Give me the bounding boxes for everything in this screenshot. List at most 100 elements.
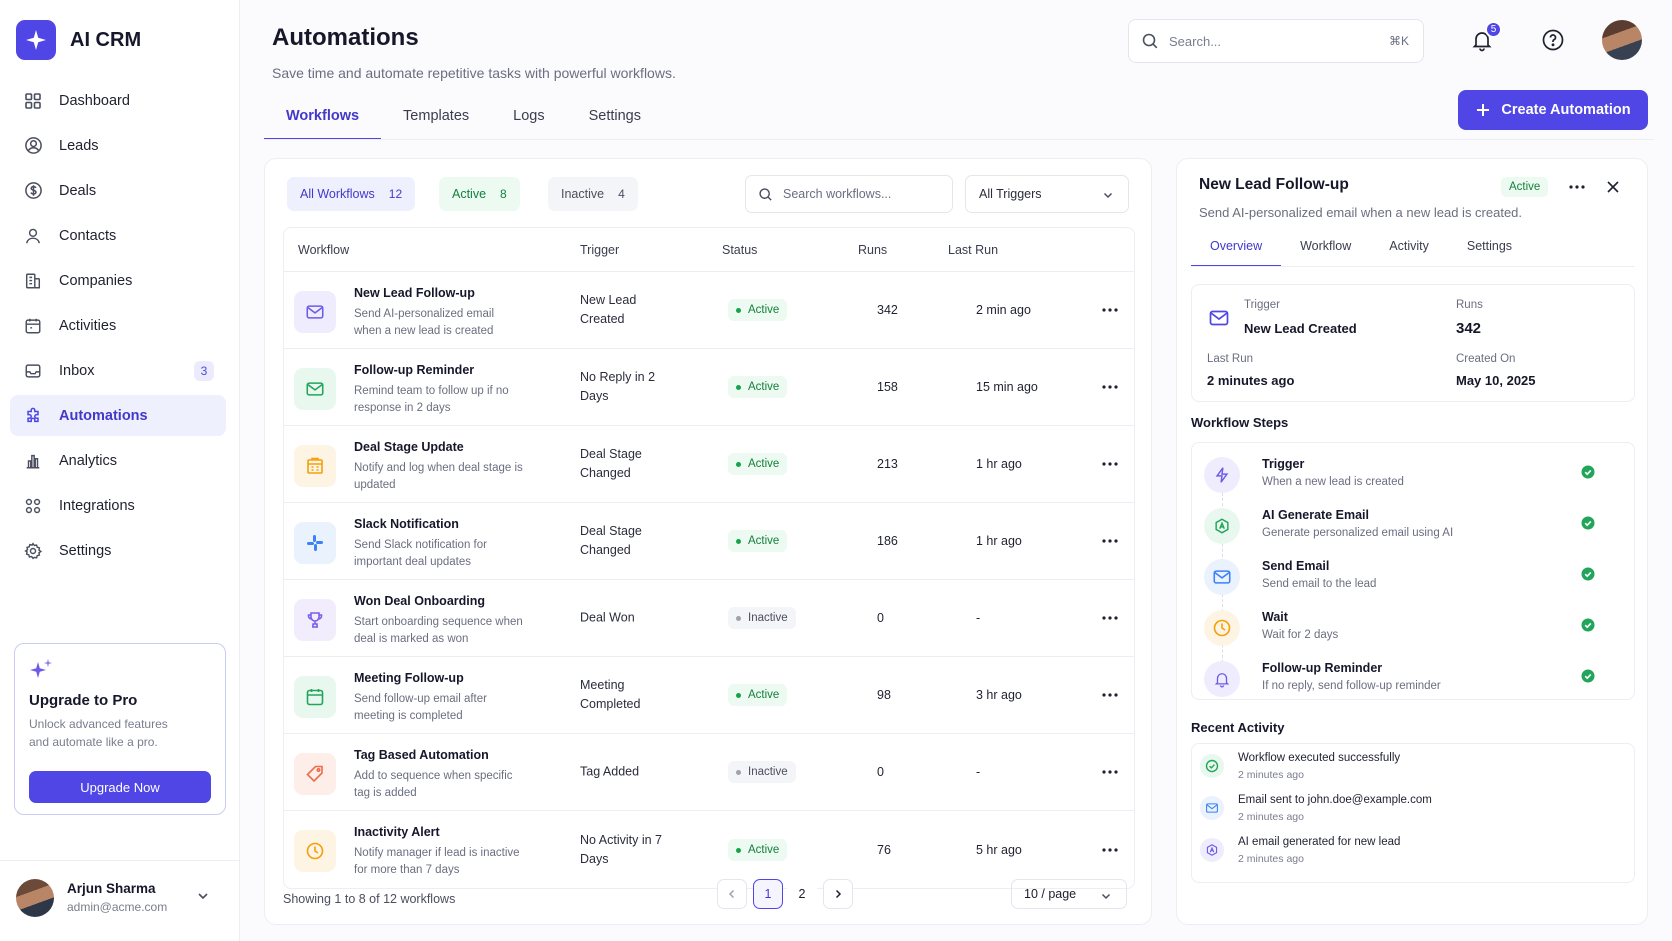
recent-activity-list: Workflow executed successfully 2 minutes … (1191, 743, 1635, 883)
user-name: Arjun Sharma (67, 881, 156, 896)
building-icon (294, 445, 336, 487)
table-row[interactable]: Meeting Follow-up Send follow-up email af… (284, 657, 1134, 734)
sidebar-item-deals[interactable]: Deals (10, 170, 226, 211)
activity-item[interactable]: AI email generated for new lead 2 minutes… (1200, 836, 1620, 876)
more-horizontal-icon[interactable] (1102, 533, 1122, 549)
filter-active[interactable]: Active 8 (439, 177, 520, 211)
page-button[interactable]: 2 (787, 879, 817, 909)
workflow-last-run: 5 hr ago (976, 842, 1022, 857)
sidebar-item-activities[interactable]: Activities (10, 305, 226, 346)
sidebar-nav: Dashboard Leads Deals Contacts Companies… (10, 80, 226, 575)
workflow-name[interactable]: Meeting Follow-up (354, 671, 464, 685)
table-row[interactable]: Follow-up Reminder Remind team to follow … (284, 349, 1134, 426)
tab-overview[interactable]: Overview (1191, 229, 1282, 267)
sidebar-item-label: Activities (59, 317, 117, 334)
tab-templates[interactable]: Templates (403, 108, 470, 124)
more-horizontal-icon[interactable] (1102, 610, 1122, 626)
column-header-status[interactable]: Status (722, 242, 758, 257)
user-profile[interactable]: Arjun Sharma admin@acme.com (0, 860, 240, 941)
workflow-description: Remind team to follow up if no response … (354, 385, 509, 414)
column-header-last-run[interactable]: Last Run (948, 242, 999, 257)
close-icon[interactable] (1605, 179, 1621, 195)
workflow-runs: 213 (877, 457, 898, 471)
tab-workflows[interactable]: Workflows (264, 98, 382, 140)
page-button[interactable]: 1 (753, 879, 783, 909)
more-horizontal-icon[interactable] (1102, 764, 1122, 780)
activity-text: AI email generated for new lead (1238, 836, 1401, 848)
workflow-name[interactable]: Inactivity Alert (354, 825, 440, 839)
sidebar-item-leads[interactable]: Leads (10, 125, 226, 166)
workflow-search-input[interactable]: Search workflows... (745, 175, 953, 213)
sidebar-item-settings[interactable]: Settings (10, 530, 226, 571)
workflow-name[interactable]: Slack Notification (354, 517, 459, 531)
workflow-name[interactable]: Won Deal Onboarding (354, 594, 486, 608)
sidebar-item-integrations[interactable]: Integrations (10, 485, 226, 526)
workflow-step[interactable]: Trigger When a new lead is created (1204, 451, 1624, 499)
app-logo[interactable]: AI CRM (16, 20, 141, 60)
activity-item[interactable]: Email sent to john.doe@example.com 2 minu… (1200, 794, 1620, 834)
previous-page-button[interactable] (717, 879, 747, 909)
workflow-step[interactable]: Follow-up Reminder If no reply, send foll… (1204, 655, 1624, 703)
status-badge: Active (728, 299, 788, 321)
step-name: Trigger (1262, 457, 1305, 471)
trigger-filter-select[interactable]: All Triggers (965, 175, 1129, 213)
table-row[interactable]: New Lead Follow-up Send AI-personalized e… (284, 272, 1134, 349)
global-search-input[interactable]: Search... ⌘K (1128, 19, 1424, 63)
tab-logs[interactable]: Logs (513, 108, 545, 124)
more-horizontal-icon[interactable] (1102, 687, 1122, 703)
avatar[interactable] (1602, 20, 1642, 60)
sidebar-item-dashboard[interactable]: Dashboard (10, 80, 226, 121)
workflow-step[interactable]: AI Generate Email Generate personalized e… (1204, 502, 1624, 550)
activity-item[interactable]: Workflow executed successfully 2 minutes … (1200, 752, 1620, 792)
upgrade-now-button[interactable]: Upgrade Now (29, 771, 211, 803)
create-automation-button[interactable]: Create Automation (1458, 90, 1648, 130)
workflow-name[interactable]: Deal Stage Update (354, 440, 464, 454)
workflow-step[interactable]: Send Email Send email to the lead (1204, 553, 1624, 601)
notifications-bell-icon[interactable] (1470, 28, 1494, 52)
workflow-name[interactable]: Follow-up Reminder (354, 363, 475, 377)
more-horizontal-icon[interactable] (1102, 456, 1122, 472)
activity-time: 2 minutes ago (1238, 853, 1304, 865)
chevron-down-icon[interactable] (196, 889, 210, 903)
user-icon (23, 226, 43, 246)
column-header-trigger[interactable]: Trigger (580, 242, 620, 257)
tab-activity[interactable]: Activity (1389, 239, 1429, 253)
column-header-workflow[interactable]: Workflow (298, 242, 350, 257)
table-row[interactable]: Won Deal Onboarding Start onboarding sequ… (284, 580, 1134, 657)
activity-time: 2 minutes ago (1238, 769, 1304, 781)
more-horizontal-icon[interactable] (1102, 842, 1122, 858)
sidebar-item-contacts[interactable]: Contacts (10, 215, 226, 256)
tab-settings[interactable]: Settings (588, 108, 641, 124)
help-icon[interactable] (1541, 28, 1565, 52)
sidebar-item-inbox[interactable]: Inbox 3 (10, 350, 226, 391)
puzzle-icon (23, 406, 43, 426)
mail-icon (294, 368, 336, 410)
workflow-name[interactable]: Tag Based Automation (354, 748, 489, 762)
workflow-name[interactable]: New Lead Follow-up (354, 286, 475, 300)
sidebar-item-automations[interactable]: Automations (10, 395, 226, 436)
next-page-button[interactable] (823, 879, 853, 909)
tabs-divider (264, 139, 1654, 140)
filter-count: 4 (618, 187, 625, 201)
tab-workflow[interactable]: Workflow (1300, 239, 1352, 253)
tab-detail-settings[interactable]: Settings (1466, 239, 1513, 253)
more-horizontal-icon[interactable] (1102, 379, 1122, 395)
more-horizontal-icon[interactable] (1102, 302, 1122, 318)
workflow-step[interactable]: Wait Wait for 2 days (1204, 604, 1624, 652)
activity-text: Workflow executed successfully (1238, 752, 1401, 764)
sidebar-item-analytics[interactable]: Analytics (10, 440, 226, 481)
column-header-runs[interactable]: Runs (858, 242, 888, 257)
filter-all-workflows[interactable]: All Workflows 12 (287, 177, 416, 211)
sidebar-item-companies[interactable]: Companies (10, 260, 226, 301)
search-placeholder: Search workflows... (783, 187, 892, 201)
filter-inactive[interactable]: Inactive 4 (548, 177, 638, 211)
table-row[interactable]: Deal Stage Update Notify and log when dea… (284, 426, 1134, 503)
table-row[interactable]: Tag Based Automation Add to sequence when… (284, 734, 1134, 811)
table-row[interactable]: Slack Notification Send Slack notificatio… (284, 503, 1134, 580)
table-row[interactable]: Inactivity Alert Notify manager if lead i… (284, 811, 1134, 888)
per-page-select[interactable]: 10 / page (1011, 879, 1127, 909)
runs-value: 342 (1456, 320, 1482, 337)
chevron-down-icon (1102, 189, 1114, 201)
more-horizontal-icon[interactable] (1569, 185, 1585, 189)
workflow-summary: Trigger New Lead Created Runs 342 Last R… (1191, 284, 1635, 402)
